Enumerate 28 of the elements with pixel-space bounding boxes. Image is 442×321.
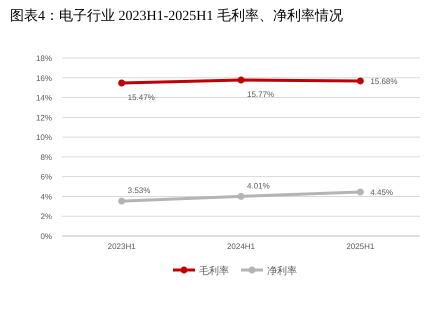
- y-tick-label: 16%: [36, 74, 52, 83]
- point: [118, 80, 126, 87]
- chart-title: 图表4：电子行业 2023H1-2025H1 毛利率、净利率情况: [10, 8, 343, 24]
- point: [356, 77, 364, 84]
- data-label: 15.68%: [370, 76, 398, 86]
- point: [356, 188, 364, 196]
- x-tick-label: 2023H1: [108, 242, 136, 251]
- data-label: 15.47%: [128, 93, 155, 102]
- x-tick-label: 2024H1: [226, 242, 256, 251]
- y-tick-label: 0%: [40, 232, 52, 241]
- point: [238, 192, 244, 200]
- y-tick-label: 6%: [40, 172, 52, 182]
- point: [238, 76, 244, 84]
- data-label: 4.01%: [247, 181, 270, 190]
- legend-label: 净利率: [267, 265, 297, 277]
- y-tick-label: 14%: [36, 94, 52, 103]
- point: [118, 198, 126, 205]
- y-tick-label: 2%: [40, 212, 52, 222]
- y-tick-label: 18%: [36, 54, 52, 63]
- data-label: 15.77%: [247, 90, 274, 100]
- y-tick-label: 10%: [36, 133, 52, 142]
- y-tick-label: 4%: [40, 192, 52, 202]
- y-tick-label: 8%: [40, 152, 52, 162]
- y-tick-label: 12%: [36, 113, 52, 122]
- data-label: 3.53%: [128, 186, 150, 196]
- x-tick-label: 2025H1: [346, 242, 375, 251]
- data-label: 4.45%: [370, 188, 394, 197]
- legend-label: 毛利率: [199, 265, 229, 277]
